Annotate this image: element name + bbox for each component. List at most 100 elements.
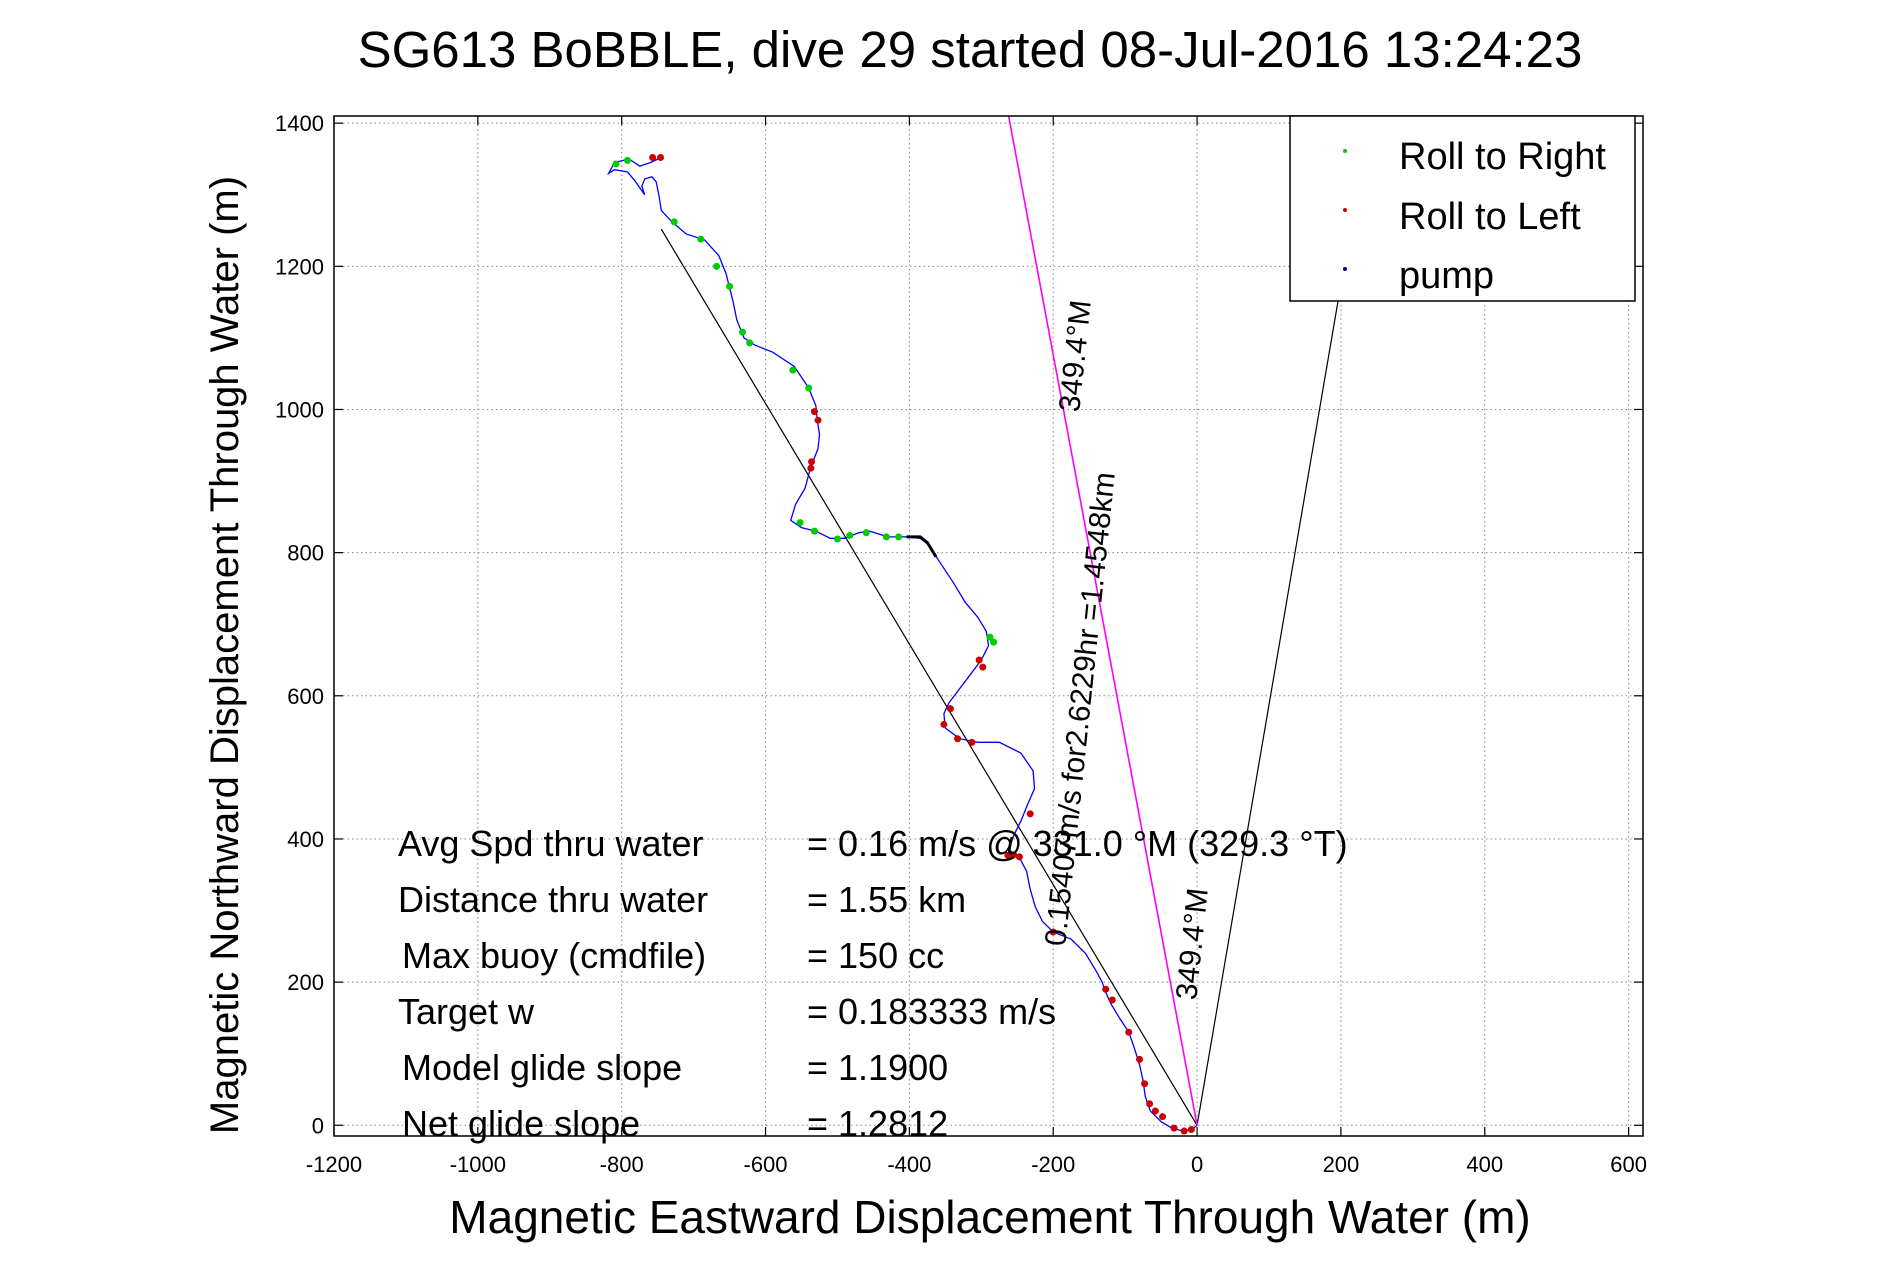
- x-tick-label: -200: [1031, 1152, 1075, 1177]
- roll-right-point: [990, 638, 998, 646]
- x-tick-label: -1000: [450, 1152, 506, 1177]
- roll-left-point: [1170, 1124, 1178, 1132]
- y-tick-label: 1000: [275, 397, 324, 422]
- stat-label: Distance thru water: [398, 879, 708, 920]
- axes-box: [333, 115, 1644, 1137]
- x-tick-label: 600: [1610, 1152, 1647, 1177]
- legend-label-roll-right: Roll to Right: [1399, 136, 1606, 178]
- stat-label: Net glide slope: [402, 1103, 640, 1144]
- roll-left-point: [808, 458, 816, 466]
- roll-right-point: [796, 519, 804, 527]
- x-tick-label: -800: [600, 1152, 644, 1177]
- y-tick-label: 600: [287, 684, 324, 709]
- roll-left-point: [1136, 1055, 1144, 1063]
- roll-right-point: [612, 160, 620, 168]
- x-axis-label: Magnetic Eastward Displacement Through W…: [449, 1191, 1530, 1243]
- x-tick-label: -600: [744, 1152, 788, 1177]
- roll-right-point: [670, 218, 678, 226]
- roll-left-point: [1049, 928, 1057, 936]
- pump-segment: [906, 535, 938, 558]
- tick-layer: -1200 -1000 -800 -600 -400 -200 0 200 400 600 0 200…: [275, 111, 1647, 1177]
- heading-label-mid: 349.4°M: [1170, 887, 1215, 1002]
- y-tick-label: 200: [287, 970, 324, 995]
- roll-left-point: [814, 416, 822, 424]
- roll-left-point: [657, 154, 665, 162]
- reference-lines: [660, 115, 1371, 1126]
- heading-label-top: 349.4°M: [1053, 299, 1098, 414]
- roll-left-point: [979, 663, 987, 671]
- roll-left-point: [1125, 1028, 1133, 1036]
- y-tick-label: 0: [312, 1113, 324, 1138]
- roll-right-point: [810, 527, 818, 535]
- roll-right-point: [882, 533, 890, 541]
- chart-title: SG613 BoBBLE, dive 29 started 08-Jul-201…: [358, 21, 1583, 78]
- roll-left-point: [1141, 1080, 1149, 1088]
- roll-right-point: [986, 633, 994, 641]
- roll-left-point: [810, 408, 818, 416]
- legend-marker-roll-right: [1343, 149, 1347, 153]
- stat-label: Target w: [398, 991, 535, 1032]
- stat-label: Max buoy (cmdfile): [402, 935, 706, 976]
- reference-line: [660, 228, 1198, 1126]
- track-line: [606, 156, 1198, 1132]
- roll-left-point: [807, 464, 815, 472]
- roll-right-point: [739, 328, 747, 336]
- y-tick-label: 400: [287, 827, 324, 852]
- roll-left-point: [1151, 1107, 1159, 1115]
- stat-value: = 1.2812: [807, 1103, 948, 1144]
- roll-left-point: [1108, 996, 1116, 1004]
- roll-right-point: [895, 533, 903, 541]
- reference-line: [1007, 115, 1198, 1126]
- roll-left-point: [1015, 853, 1023, 861]
- legend-label-roll-left: Roll to Left: [1399, 196, 1581, 238]
- roll-right-point: [746, 339, 754, 347]
- y-tick-label: 1400: [275, 111, 324, 136]
- y-tick-label: 1200: [275, 254, 324, 279]
- y-tick-label: 800: [287, 541, 324, 566]
- roll-left-point: [940, 720, 948, 728]
- roll-right-point: [862, 529, 870, 537]
- roll-left-point: [1004, 851, 1012, 859]
- legend-marker-roll-left: [1343, 208, 1347, 212]
- roll-right-point: [726, 282, 734, 290]
- roll-right-point: [789, 366, 797, 374]
- stat-value: = 1.1900: [807, 1047, 948, 1088]
- roll-left-point: [1180, 1127, 1188, 1135]
- roll-right-point: [697, 235, 705, 243]
- x-tick-label: -400: [887, 1152, 931, 1177]
- stat-label: Model glide slope: [402, 1047, 682, 1088]
- roll-right-point: [623, 156, 631, 164]
- stats-block: Avg Spd thru water = 0.16 m/s @ 331.0 °M…: [398, 823, 1348, 1144]
- legend-box: [1289, 115, 1636, 302]
- roll-left-point: [1102, 985, 1110, 993]
- roll-right-point: [713, 262, 721, 270]
- legend-marker-pump: [1343, 267, 1347, 271]
- roll-right-point: [805, 384, 813, 392]
- roll-left-point: [954, 735, 962, 743]
- vector-annotation: 0.15407m/s for2.6229hr =1.4548km: [1039, 471, 1122, 948]
- roll-left-point: [1159, 1113, 1167, 1121]
- roll-right-point: [833, 535, 841, 543]
- roll-left-point: [1010, 851, 1018, 859]
- stat-value: = 150 cc: [807, 935, 944, 976]
- x-tick-label: 200: [1323, 1152, 1360, 1177]
- x-tick-label: 400: [1466, 1152, 1503, 1177]
- stat-label: Avg Spd thru water: [398, 823, 704, 864]
- marker-layer: [612, 154, 1195, 1135]
- roll-right-point: [846, 531, 854, 539]
- roll-left-point: [975, 656, 983, 664]
- roll-left-point: [649, 154, 657, 162]
- roll-left-point: [968, 738, 976, 746]
- roll-left-point: [946, 705, 954, 713]
- roll-left-point: [1026, 810, 1034, 818]
- stat-value: = 0.16 m/s @ 331.0 °M (329.3 °T): [807, 823, 1348, 864]
- legend: Roll to Right Roll to Left pump: [1289, 115, 1636, 302]
- x-tick-label: -1200: [306, 1152, 362, 1177]
- stat-value: = 0.183333 m/s: [807, 991, 1056, 1032]
- stat-value: = 1.55 km: [807, 879, 966, 920]
- roll-left-point: [1187, 1126, 1195, 1134]
- roll-left-point: [1146, 1100, 1154, 1108]
- x-tick-label: 0: [1191, 1152, 1203, 1177]
- track-layer: [606, 156, 1198, 1132]
